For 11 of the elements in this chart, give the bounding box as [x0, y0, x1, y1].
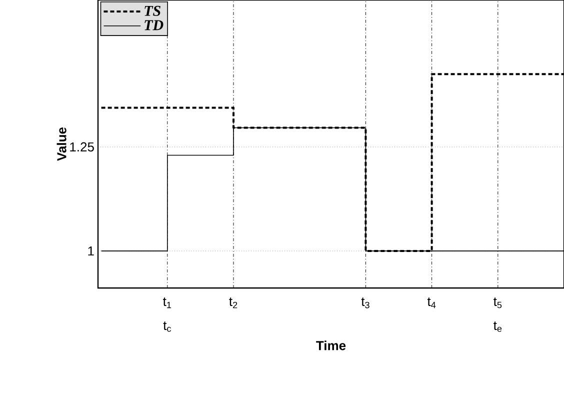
y-tick-label: 1: [88, 246, 94, 256]
x-tick-label: t$_{4}$: [427, 298, 436, 308]
x-tick-label: t$_{3}$: [361, 298, 370, 308]
y-axis-title: Value: [56, 127, 66, 161]
legend-label: TS: [144, 6, 160, 16]
category-label: t$_{5}$ t$_{e}$: [494, 298, 502, 332]
category-label: t$_{1}$ t$_{c}$: [163, 298, 172, 332]
x-axis-title: Time: [316, 340, 346, 350]
y-tick-label: 1.25: [70, 142, 94, 152]
x-tick-label: t$_{2}$: [229, 298, 238, 308]
legend-label: TD: [144, 20, 164, 30]
